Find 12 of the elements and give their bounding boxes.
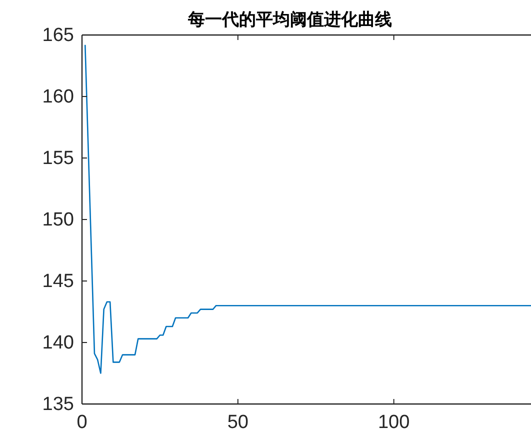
y-tick-label: 160 xyxy=(42,86,74,108)
y-tick-label: 135 xyxy=(42,394,74,415)
y-tick-label: 145 xyxy=(42,271,74,292)
x-tick-label: 0 xyxy=(76,412,88,433)
y-tick-label: 155 xyxy=(42,148,74,169)
x-tick-label: 50 xyxy=(227,412,248,433)
y-tick-label: 140 xyxy=(42,332,74,354)
x-tick-label: 100 xyxy=(378,412,410,433)
y-tick-label: 165 xyxy=(42,25,74,46)
chart-title: 每一代的平均阈值进化曲线 xyxy=(187,10,392,29)
line-series xyxy=(84,44,531,374)
y-tick-label: 150 xyxy=(42,210,74,230)
